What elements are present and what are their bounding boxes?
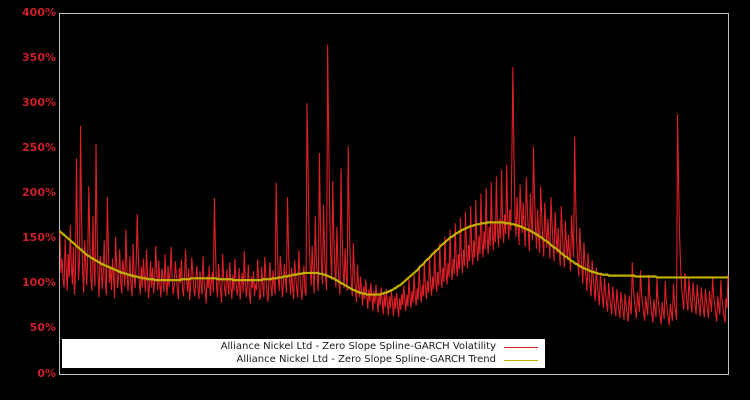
y-tick-50: 50% <box>29 321 56 334</box>
y-tick-300: 300% <box>22 96 56 109</box>
legend-entry-trend: Alliance Nickel Ltd - Zero Slope Spline-… <box>63 354 540 367</box>
series-trend <box>58 221 730 296</box>
y-tick-100: 100% <box>22 276 56 289</box>
y-axis-tick-labels: 400% 350% 300% 250% 200% 150% 100% 50% 0… <box>0 0 56 400</box>
y-tick-200: 200% <box>22 186 56 199</box>
plot-frame-border <box>59 13 729 375</box>
legend-swatch-volatility <box>504 346 538 348</box>
y-tick-0: 0% <box>37 367 56 380</box>
y-tick-350: 350% <box>22 51 56 64</box>
y-tick-150: 150% <box>22 231 56 244</box>
y-tick-250: 250% <box>22 141 56 154</box>
series-layer <box>58 44 730 326</box>
legend-entry-volatility: Alliance Nickel Ltd - Zero Slope Spline-… <box>63 341 540 354</box>
y-tick-400: 400% <box>22 6 56 19</box>
legend-swatch-trend <box>504 359 538 361</box>
series-volatility <box>59 44 729 326</box>
legend-label-volatility: Alliance Nickel Ltd - Zero Slope Spline-… <box>220 341 496 352</box>
chart-legend: Alliance Nickel Ltd - Zero Slope Spline-… <box>62 339 545 368</box>
legend-label-trend: Alliance Nickel Ltd - Zero Slope Spline-… <box>236 354 497 365</box>
